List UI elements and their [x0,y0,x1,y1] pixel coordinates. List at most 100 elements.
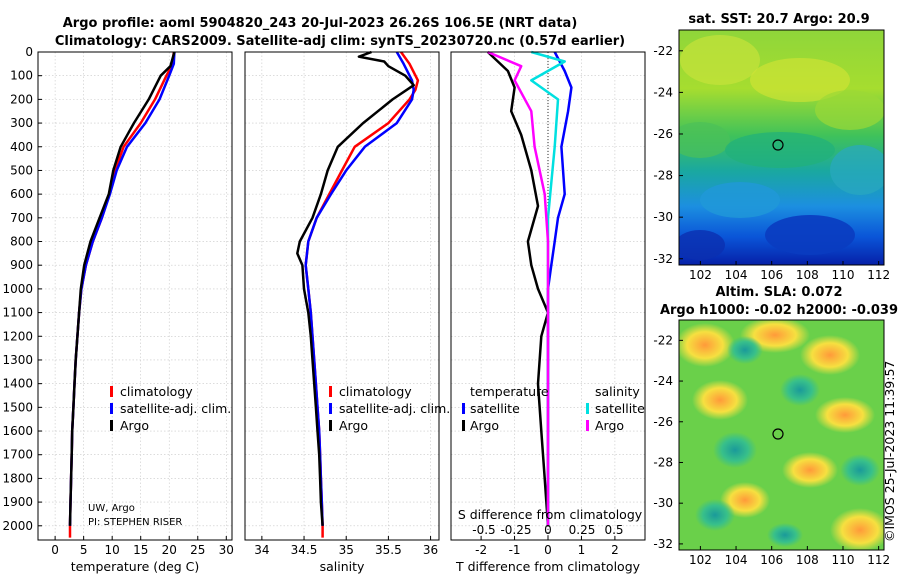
x-tick-label: 20 [162,543,177,557]
x-tick-label: 1 [578,543,586,557]
x-tick-label: 10 [105,543,120,557]
map-y-tick-label: -24 [653,85,673,99]
map-y-tick-label: -22 [653,333,673,347]
x-tick-label: -2 [475,543,487,557]
y-tick-label: 1000 [2,282,33,296]
map-y-tick-label: -24 [653,374,673,388]
map-y-tick-label: -32 [653,537,673,551]
x-tick-label: 25 [190,543,205,557]
map-x-tick-label: 110 [832,553,855,567]
x-tick-label: 30 [219,543,234,557]
map-y-tick-label: -30 [653,210,673,224]
map-y-tick-label: -32 [653,252,673,266]
s-tick: 0 [544,523,552,537]
map-y-tick-label: -30 [653,496,673,510]
y-tick-label: 1900 [2,495,33,509]
sla-map-title2: Argo h1000: -0.02 h2000: -0.039 [660,303,898,318]
x-tick-label: 35 [339,543,354,557]
x-tick-label: 36 [423,543,438,557]
y-tick-label: 1500 [2,400,33,414]
s-tick: -0.25 [500,523,531,537]
plot-frame [244,51,440,541]
y-tick-label: 700 [10,211,33,225]
credit-line2: PI: STEPHEN RISER [88,517,182,528]
series-line-s-satellite [530,50,566,526]
sla-map-texture [679,320,884,550]
y-tick-label: 100 [10,69,33,83]
y-tick-label: 600 [10,187,33,201]
sst-argo-marker [772,139,784,151]
sla-map-frame [678,319,885,551]
map-x-tick-label: 110 [832,268,855,282]
y-tick-label: 1700 [2,448,33,462]
x-tick-label: 2 [611,543,619,557]
sla-map-title1: Altim. SLA: 0.072 [716,285,843,300]
x-tick-label: 0 [51,543,59,557]
legend-swatch-argo [110,420,113,431]
sst-map [678,29,885,266]
x-tick-label: -1 [509,543,521,557]
plot-area [38,52,232,540]
s-tick: 0.25 [569,523,596,537]
y-tick-label: 0 [25,45,33,59]
map-x-tick-label: 108 [796,553,819,567]
sst-map-frame [678,29,885,266]
title-line2: Climatology: CARS2009. Satellite-adj cli… [55,34,625,49]
map-x-tick-label: 102 [689,553,712,567]
salinity-panel: 34 34.5 35 35.5 36 salinity [244,50,440,574]
x-axis-label: salinity [320,559,365,574]
map-x-tick-label: 108 [796,268,819,282]
series-line-argo [68,51,176,526]
s-diff-axis-label: S difference from climatology [458,507,643,522]
salinity-legend: climatology satellite-adj. clim. Argo [329,384,450,433]
difference-legend: temperature satellite Argo salinity sate… [462,384,645,433]
legend-t-argo: Argo [470,418,499,433]
legend-climatology: climatology [339,384,412,399]
series-line-s-argo [487,50,550,526]
x-tick-label: 34 [254,543,269,557]
legend-swatch-satellite [329,403,332,414]
legend-climatology: climatology [120,384,193,399]
y-tick-label: 500 [10,163,33,177]
map-y-tick-label: -28 [653,169,673,183]
s-tick: 0.5 [604,523,623,537]
legend-satellite: satellite-adj. clim. [339,401,450,416]
legend-s-argo: Argo [595,418,624,433]
sst-map-texture [679,35,884,260]
x-axis-label: T difference from climatology [455,559,641,574]
map-y-tick-label: -22 [653,44,673,58]
y-tick-label: 1200 [2,329,33,343]
sla-map [678,319,885,551]
x-tick-label: 5 [80,543,88,557]
y-tick-label: 1600 [2,424,33,438]
watermark: ©IMOS 25-Jul-2023 11:39:57 [882,361,897,542]
x-tick-label: 35.5 [375,543,402,557]
temperature-panel: 0 5 10 15 20 25 30 temperature (deg C) 0 100 200 30… [2,45,233,574]
plot-area [245,52,439,540]
y-tick-label: 400 [10,140,33,154]
legend-swatch-satellite [110,403,113,414]
title-line1: Argo profile: aoml 5904820_243 20-Jul-20… [63,16,578,31]
legend-s-satellite: satellite [595,401,645,416]
legend-salinity-title: salinity [595,384,640,399]
sst-map-title: sat. SST: 20.7 Argo: 20.9 [688,12,869,27]
s-diff-ticks: -0.5 -0.25 0 0.25 0.5 [472,523,623,537]
y-tick-label: 200 [10,92,33,106]
x-tick-label: 15 [133,543,148,557]
legend-argo: Argo [339,418,368,433]
legend-swatch-argo [329,420,332,431]
map-x-tick-label: 106 [760,553,783,567]
y-tick-label: 2000 [2,519,33,533]
legend-t-satellite: satellite [470,401,520,416]
y-tick-label: 1400 [2,377,33,391]
map-x-tick-label: 104 [725,268,748,282]
legend-swatch-s-argo [586,420,589,431]
series-line-t-argo [486,51,550,526]
difference-panel: -2 -1 0 1 2 T difference from climatology [450,50,646,574]
legend-argo: Argo [120,418,149,433]
y-tick-label: 1100 [2,306,33,320]
legend-swatch-t-satellite [462,403,465,414]
legend-swatch-t-argo [462,420,465,431]
series-line-satellite-adj-clim- [304,51,415,526]
